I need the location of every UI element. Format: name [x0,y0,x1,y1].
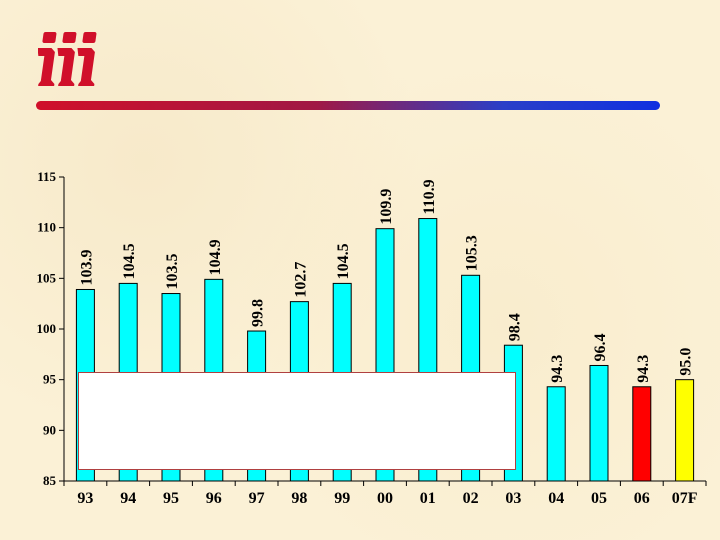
x-tick-label: 04 [548,490,564,507]
x-tick-label: 05 [591,490,607,507]
data-label: 94.3 [549,355,566,383]
data-label: 109.9 [378,189,395,225]
y-tick-label: 115 [37,169,56,184]
y-tick-label: 85 [43,473,57,488]
bar-07F [675,379,695,482]
bar-04 [546,386,566,482]
x-tick-label: 01 [420,490,436,507]
blank-overlay-box [78,372,516,470]
x-tick-label: 95 [163,490,179,507]
x-tick-label: 02 [463,490,479,507]
x-tick-label: 97 [249,490,265,507]
x-tick-label: 94 [120,490,136,507]
header-rule [36,101,660,110]
chart-labels: 93 103.9 94 104.5 95 103.5 96 104.9 97 99.8 98 102.… [77,179,697,507]
data-label: 102.7 [292,262,309,298]
data-label: 96.4 [592,333,609,361]
x-tick-label: 93 [77,490,93,507]
data-label: 104.5 [335,243,352,279]
data-label: 98.4 [506,313,523,341]
x-tick-label: 96 [206,490,222,507]
data-label: 105.3 [464,235,481,271]
x-tick-label: 00 [377,490,393,507]
x-tick-label: 99 [334,490,350,507]
x-tick-label: 07F [672,490,698,507]
x-tick-label: 03 [505,490,521,507]
x-tick-label: 06 [634,490,650,507]
data-label: 110.9 [421,179,438,214]
bar-06 [632,386,652,482]
data-label: 103.5 [164,254,181,290]
data-label: 104.9 [207,239,224,275]
y-tick-label: 95 [43,372,57,387]
y-tick-label: 90 [43,422,56,437]
data-label: 103.9 [78,249,95,285]
data-label: 94.3 [635,355,652,383]
y-tick-label: 110 [37,220,56,235]
data-label: 104.5 [121,243,138,279]
y-tick-label: 100 [37,321,57,336]
y-tick-label: 105 [37,270,57,285]
bar-05 [589,364,609,482]
iii-logo-icon [38,32,97,86]
data-label: 95.0 [678,348,695,376]
data-label: 99.8 [250,299,267,327]
x-tick-label: 98 [291,490,307,507]
